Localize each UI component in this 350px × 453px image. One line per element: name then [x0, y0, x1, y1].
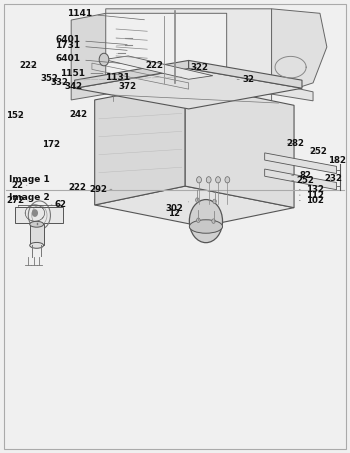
Text: 6401: 6401	[55, 35, 127, 44]
Circle shape	[189, 200, 223, 243]
Text: 232: 232	[325, 173, 343, 183]
Text: 252: 252	[310, 147, 328, 155]
Text: 222: 222	[19, 61, 37, 70]
Text: 22: 22	[12, 181, 27, 190]
Text: 1131: 1131	[105, 73, 139, 82]
Text: 112: 112	[299, 191, 324, 200]
Polygon shape	[106, 9, 272, 164]
Polygon shape	[32, 218, 43, 221]
Text: 182: 182	[328, 155, 345, 164]
Polygon shape	[30, 224, 43, 246]
Text: 292: 292	[89, 185, 112, 194]
Polygon shape	[75, 60, 189, 88]
Text: 82: 82	[292, 171, 312, 180]
Text: 282: 282	[286, 139, 304, 148]
Text: 322: 322	[191, 63, 209, 72]
Circle shape	[33, 210, 37, 216]
Circle shape	[206, 177, 211, 183]
Text: 102: 102	[299, 196, 324, 205]
Polygon shape	[25, 213, 32, 221]
Text: 12: 12	[168, 208, 180, 217]
Polygon shape	[43, 208, 44, 218]
Text: 302: 302	[165, 202, 189, 213]
Polygon shape	[95, 186, 294, 226]
Text: Image 2: Image 2	[9, 193, 50, 202]
Polygon shape	[106, 83, 313, 101]
Polygon shape	[75, 68, 302, 109]
Polygon shape	[185, 83, 294, 207]
Polygon shape	[104, 56, 213, 79]
Circle shape	[196, 198, 199, 202]
Polygon shape	[32, 205, 43, 208]
Circle shape	[225, 177, 230, 183]
Text: 342: 342	[65, 82, 83, 91]
Text: 32: 32	[237, 75, 254, 84]
Ellipse shape	[189, 220, 223, 233]
Polygon shape	[71, 13, 106, 100]
Text: 132: 132	[299, 185, 324, 194]
Ellipse shape	[30, 242, 43, 248]
Polygon shape	[95, 83, 185, 205]
Circle shape	[212, 219, 215, 223]
Polygon shape	[15, 207, 63, 223]
Text: 62: 62	[51, 201, 67, 209]
Circle shape	[197, 218, 200, 222]
Polygon shape	[189, 60, 302, 88]
Polygon shape	[265, 169, 337, 190]
Text: 242: 242	[70, 110, 88, 119]
Text: 172: 172	[42, 140, 61, 149]
Text: 1731: 1731	[55, 41, 127, 50]
Circle shape	[197, 177, 202, 183]
Circle shape	[216, 177, 220, 183]
Circle shape	[99, 53, 109, 66]
Circle shape	[213, 199, 216, 203]
Polygon shape	[272, 9, 327, 92]
Text: Image 1: Image 1	[9, 175, 50, 184]
Polygon shape	[265, 153, 337, 173]
Text: 372: 372	[119, 82, 137, 91]
Text: 332: 332	[50, 78, 68, 87]
Text: 6401: 6401	[55, 54, 120, 63]
Text: 222: 222	[145, 61, 163, 70]
Text: 1151: 1151	[61, 69, 103, 78]
Text: 272: 272	[7, 197, 28, 205]
Text: 252: 252	[292, 176, 314, 185]
Text: 352: 352	[41, 74, 59, 83]
Text: 1141: 1141	[67, 9, 145, 20]
Text: 222: 222	[68, 183, 86, 192]
Text: 152: 152	[6, 111, 24, 120]
Ellipse shape	[30, 222, 43, 227]
Polygon shape	[25, 205, 32, 213]
